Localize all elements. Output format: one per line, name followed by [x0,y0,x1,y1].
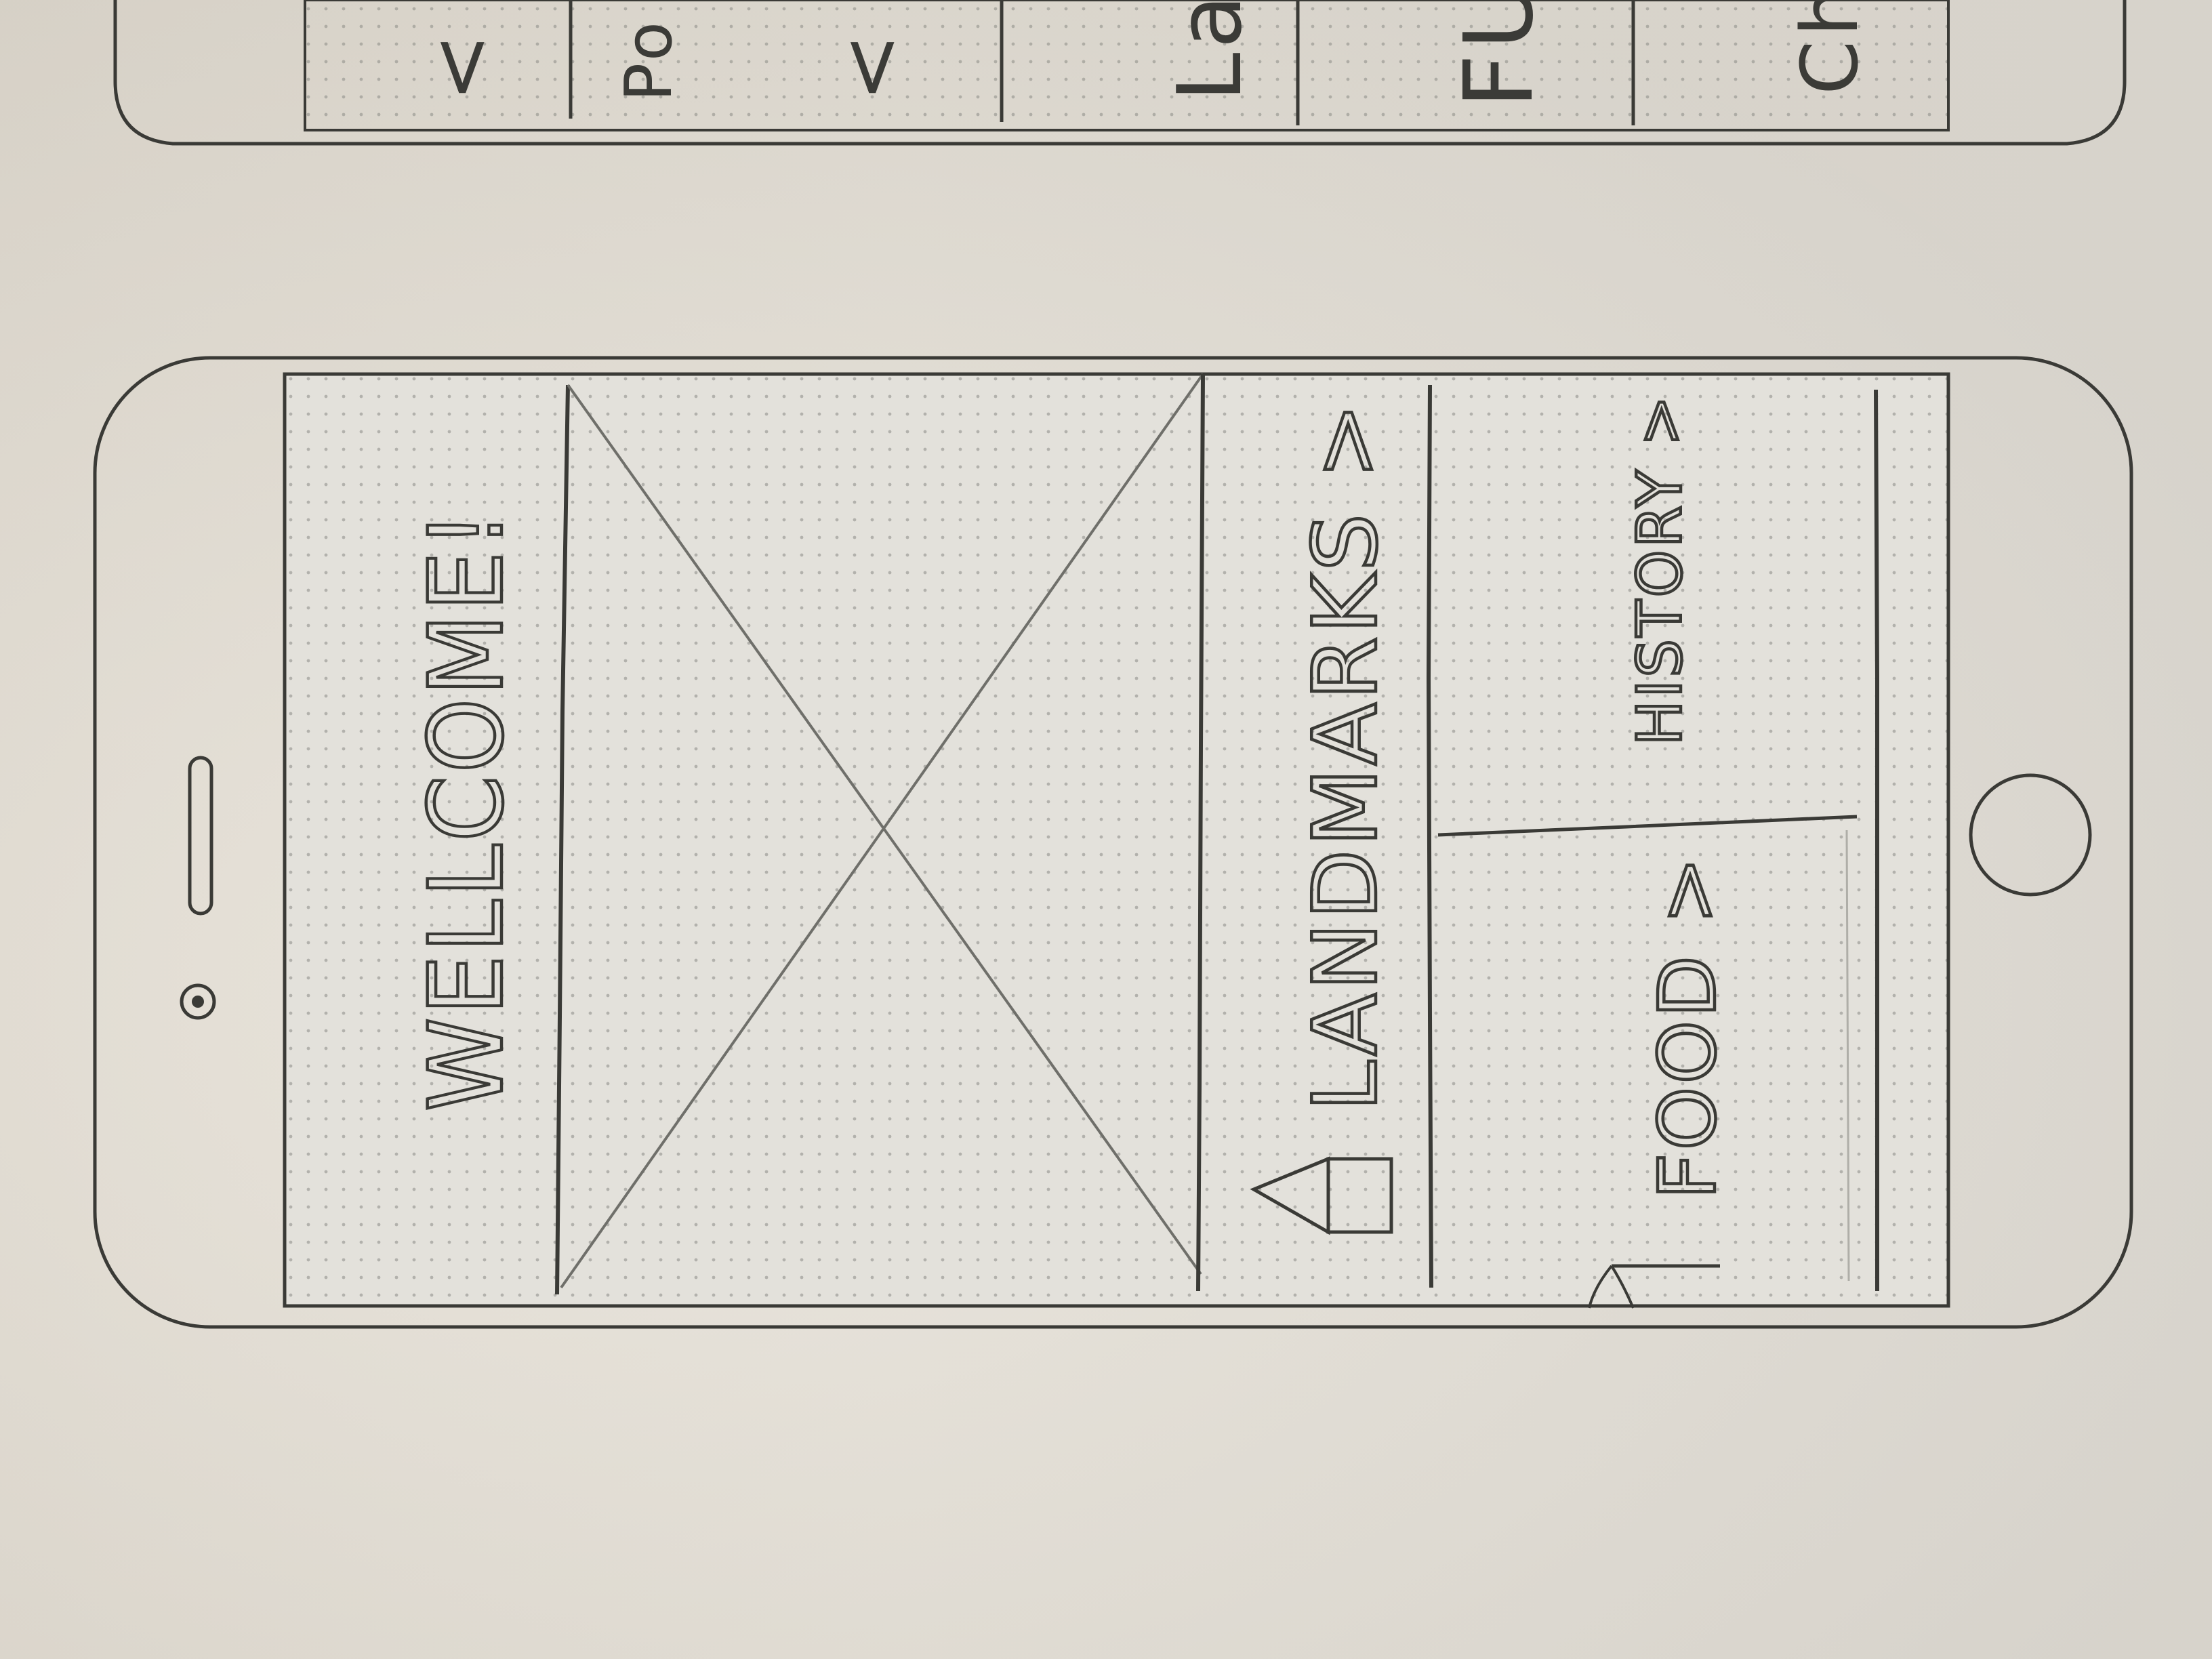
fork-icon[interactable] [1588,1264,1720,1309]
prev-label-3: < [823,29,918,102]
food-link[interactable]: FOOD > [1641,853,1736,1202]
food-history-divider [1874,389,1879,1291]
previous-phone-screen [304,0,1950,131]
header: WELLCOME! [407,384,570,1295]
food-history-split [1437,815,1858,837]
home-button[interactable] [1969,773,2092,897]
prev-label-6: Ch [1785,0,1876,95]
prev-label-2: Po [612,18,687,102]
svg-text:< P: < P [413,0,508,102]
header-divider [555,384,570,1295]
svg-text:LANDMARKS >: LANDMARKS > [1294,400,1397,1111]
previous-phone-body [113,0,2127,146]
previous-phone: < P Po < La FU Ch [113,0,2127,146]
house-icon [1250,1156,1393,1235]
front-camera-icon [180,983,216,1020]
history-link[interactable]: HISTORY > [1623,392,1698,747]
landmarks-link[interactable]: LANDMARKS > [1292,398,1399,1113]
page-title: WELLCOME! [407,507,528,1113]
svg-text:HISTORY >: HISTORY > [1624,393,1696,745]
phone-body [93,356,2133,1329]
svg-text:FOOD >: FOOD > [1643,854,1734,1200]
placeholder-cross-line [560,373,1204,1289]
prev-label-4: La [1158,0,1261,102]
landmarks-row[interactable]: LANDMARKS > [1250,384,1433,1288]
food-history-row: FOOD > HISTORY > [1437,389,1879,1309]
svg-text:WELLCOME!: WELLCOME! [408,508,526,1111]
svg-text:La: La [1158,0,1261,102]
phone: WELLCOME! LANDMARKS > [93,356,2133,1329]
prev-label-5: FU [1444,0,1555,108]
hero-divider [1196,373,1205,1292]
hero-image-placeholder [560,373,1205,1292]
svg-text:<: < [823,29,918,102]
landmarks-divider [1426,384,1433,1288]
svg-text:Ch: Ch [1785,0,1876,95]
svg-text:FU: FU [1444,0,1555,108]
svg-text:Po: Po [612,18,687,102]
prev-label-1: < P [413,0,508,102]
earpiece-icon [188,756,213,916]
